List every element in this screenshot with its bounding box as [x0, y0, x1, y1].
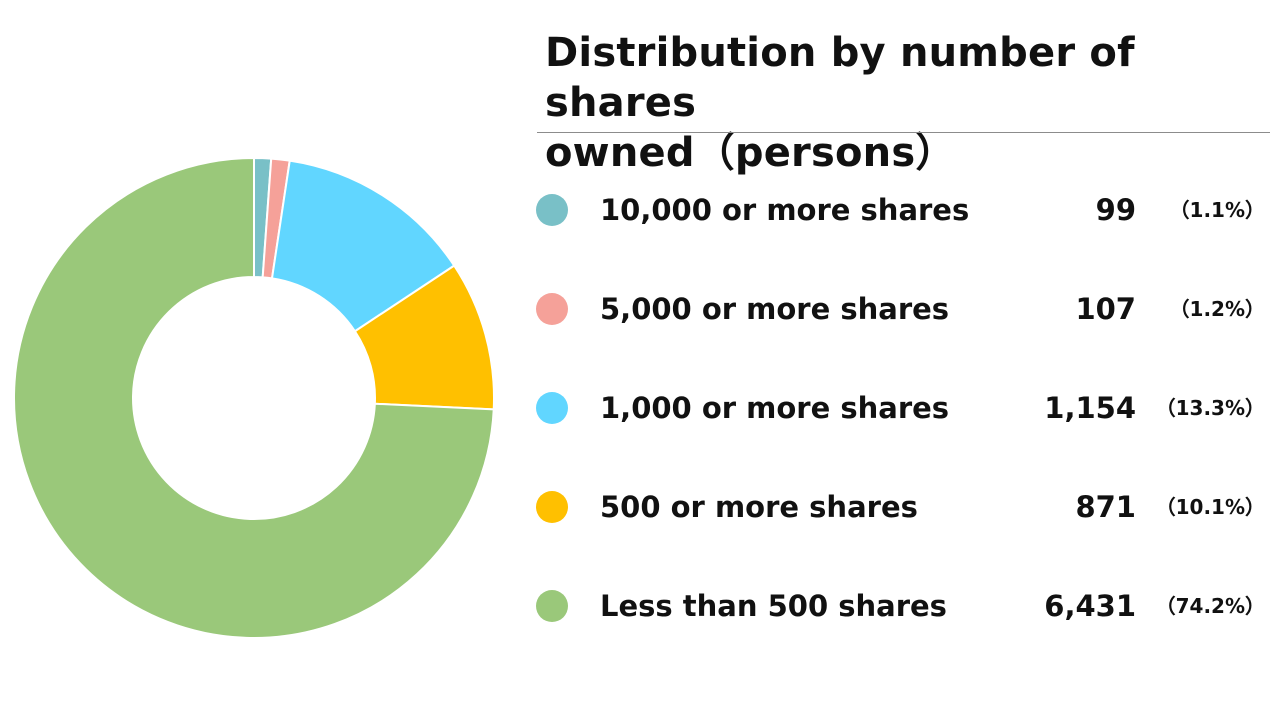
title-divider [537, 132, 1270, 133]
legend-label: 5,000 or more shares [600, 292, 950, 326]
chart-title-line-1: Distribution by number of shares [545, 30, 1135, 126]
legend-percent: （74.2%） [1155, 594, 1265, 618]
legend: 10,000 or more shares 99 （1.1%） 5,000 or… [536, 160, 1271, 655]
legend-count: 6,431 [1044, 589, 1136, 623]
legend-label: 1,000 or more shares [600, 391, 950, 425]
legend-label: Less than 500 shares [600, 589, 947, 623]
legend-percent: （1.1%） [1169, 198, 1265, 222]
legend-swatch-500-or-more [536, 491, 568, 523]
legend-count: 107 [1075, 292, 1136, 326]
legend-label: 500 or more shares [600, 490, 918, 524]
legend-label: 10,000 or more shares [600, 193, 970, 227]
legend-swatch-10000-or-more [536, 194, 568, 226]
legend-item-1000-or-more: 1,000 or more shares 1,154 （13.3%） [536, 358, 1271, 457]
donut-chart [13, 156, 495, 639]
legend-swatch-1000-or-more [536, 392, 568, 424]
chart-title-line-2: owned（persons） [545, 130, 956, 176]
legend-percent: （13.3%） [1155, 396, 1265, 420]
legend-count: 1,154 [1044, 391, 1136, 425]
legend-swatch-less-than-500 [536, 590, 568, 622]
legend-item-500-or-more: 500 or more shares 871 （10.1%） [536, 457, 1271, 556]
legend-item-less-than-500: Less than 500 shares 6,431 （74.2%） [536, 556, 1271, 655]
legend-swatch-5000-or-more [536, 293, 568, 325]
chart-title: Distribution by number of shares owned（p… [545, 28, 1265, 178]
donut-slice-less-than-500 [13, 156, 495, 639]
legend-percent: （10.1%） [1155, 495, 1265, 519]
legend-percent: （1.2%） [1169, 297, 1265, 321]
legend-count: 99 [1095, 193, 1136, 227]
legend-count: 871 [1075, 490, 1136, 524]
legend-item-10000-or-more: 10,000 or more shares 99 （1.1%） [536, 160, 1271, 259]
legend-item-5000-or-more: 5,000 or more shares 107 （1.2%） [536, 259, 1271, 358]
